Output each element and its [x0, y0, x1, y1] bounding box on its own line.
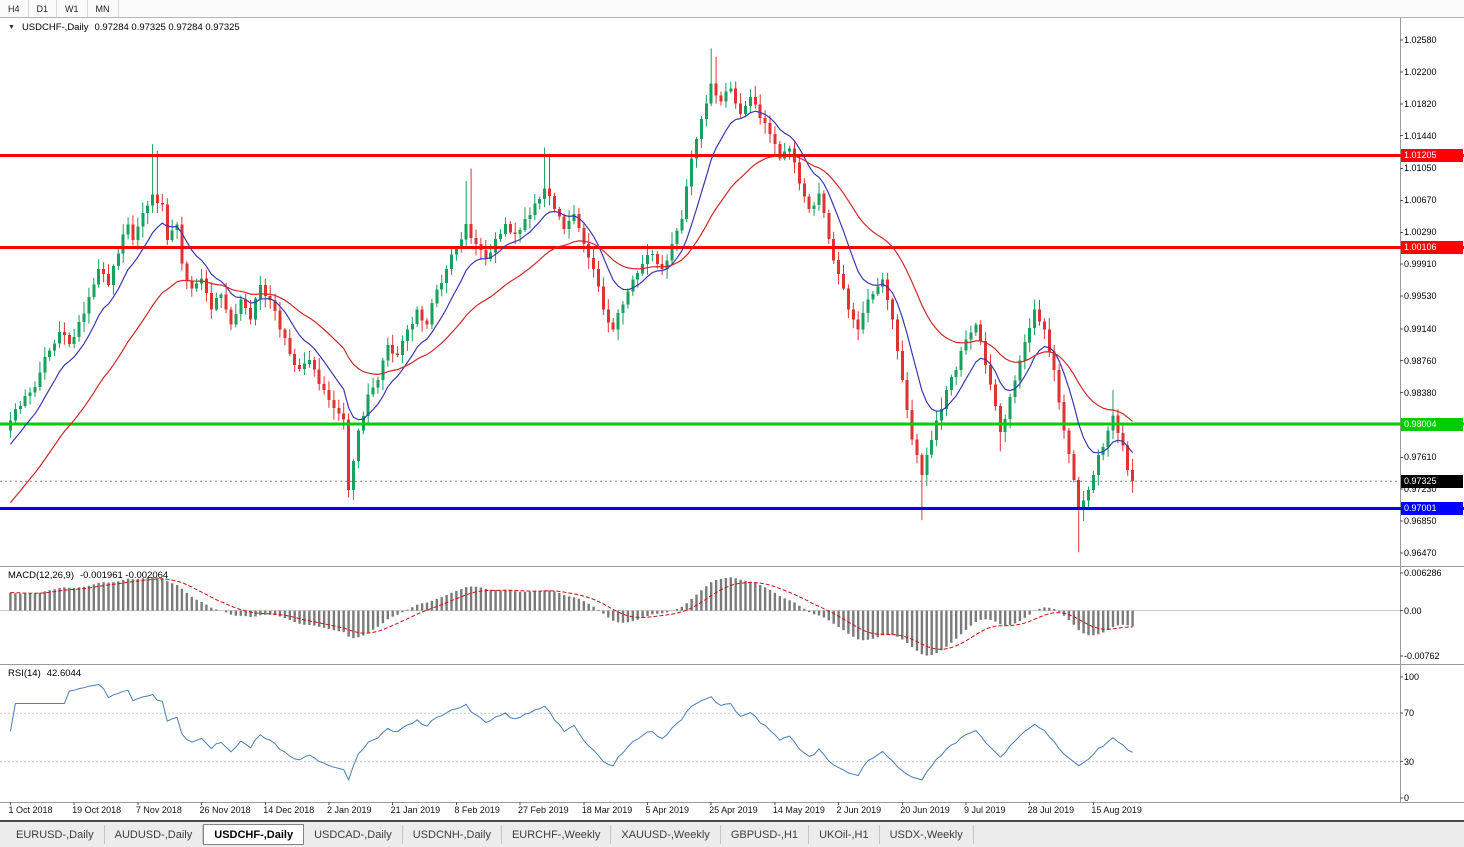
- main-chart-graphics: [0, 48, 1464, 553]
- tab-ukoil-h1[interactable]: UKOil-,H1: [809, 825, 880, 844]
- rsi-indicator-title: RSI(14) 42.6044: [8, 668, 81, 679]
- tab-audusd-daily[interactable]: AUDUSD-,Daily: [105, 825, 204, 844]
- macd-values: -0.001961 -0.002064: [80, 570, 169, 581]
- macd-label: MACD(12,26,9): [8, 570, 74, 581]
- chart-tabs-bar: EURUSD-,Daily AUDUSD-,Daily USDCHF-,Daily U…: [0, 820, 1464, 847]
- tab-usdcad-daily[interactable]: USDCAD-,Daily: [304, 825, 403, 844]
- tab-usdx-weekly[interactable]: USDX-,Weekly: [880, 825, 974, 844]
- rsi-label: RSI(14): [8, 668, 41, 679]
- rsi-line: [9, 683, 1133, 782]
- timeframe-button-mn[interactable]: MN: [88, 0, 119, 17]
- tab-eurusd-daily[interactable]: EURUSD-,Daily: [6, 825, 105, 844]
- tab-eurchf-weekly[interactable]: EURCHF-,Weekly: [502, 825, 612, 844]
- macd-histogram: [9, 577, 1134, 656]
- up-candle-wicks: [9, 48, 1114, 521]
- panel-borders: [0, 18, 1464, 803]
- tab-usdchf-daily[interactable]: USDCHF-,Daily: [203, 824, 305, 845]
- timeframe-toolbar: H4 D1 W1 MN: [0, 0, 1464, 18]
- timeframe-button-w1[interactable]: W1: [57, 0, 88, 17]
- down-candle-bodies: [62, 83, 1135, 511]
- macd-graphics: [0, 577, 1400, 656]
- tab-xauusd-weekly[interactable]: XAUUSD-,Weekly: [611, 825, 721, 844]
- rsi-graphics: [0, 683, 1400, 782]
- ma-fast-line: [9, 110, 1134, 454]
- chart-symbol-label: USDCHF-,Daily: [21, 22, 89, 33]
- macd-indicator-title: MACD(12,26,9) -0.001961 -0.002064: [8, 570, 168, 581]
- ma-slow-line: [9, 154, 1133, 504]
- timeframe-button-d1[interactable]: D1: [29, 0, 58, 17]
- main-chart-title: ▼ USDCHF-,Daily 0.97284 0.97325 0.97284 …: [8, 22, 240, 33]
- tab-gbpusd-h1[interactable]: GBPUSD-,H1: [721, 825, 810, 844]
- chart-ohlc-quote: 0.97284 0.97325 0.97284 0.97325: [94, 22, 240, 33]
- timeframe-button-h4[interactable]: H4: [0, 0, 29, 17]
- axis-tick-marks: [9, 39, 1403, 805]
- tab-usdcnh-daily[interactable]: USDCNH-,Daily: [403, 825, 502, 844]
- up-candle-bodies: [8, 83, 1115, 511]
- chart-canvas[interactable]: [0, 0, 1464, 820]
- chart-dropdown-icon[interactable]: ▼: [8, 24, 15, 31]
- macd-signal-line: [10, 578, 1133, 650]
- rsi-value: 42.6044: [46, 668, 82, 679]
